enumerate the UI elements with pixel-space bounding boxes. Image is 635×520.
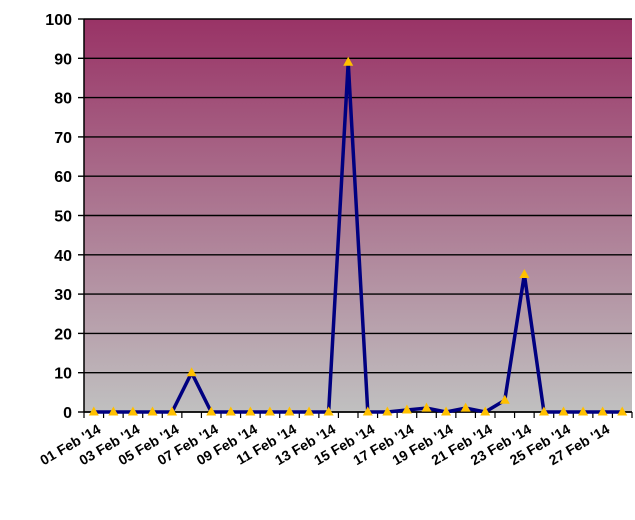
data-point-marker xyxy=(441,406,452,416)
data-point-marker xyxy=(225,406,236,416)
y-axis-tick-labels: 0 10 20 30 40 50 60 70 80 90 100 xyxy=(45,12,72,422)
data-point-marker xyxy=(382,406,393,416)
series xyxy=(88,56,628,416)
data-point-marker xyxy=(245,406,256,416)
data-point-marker xyxy=(362,406,373,416)
data-point-marker xyxy=(108,406,119,416)
y-tick-label: 40 xyxy=(54,248,72,265)
y-tick-label: 30 xyxy=(54,287,72,304)
data-point-marker xyxy=(186,367,197,377)
data-point-marker xyxy=(460,402,471,412)
data-point-marker xyxy=(284,406,295,416)
data-point-marker xyxy=(578,406,589,416)
data-point-marker xyxy=(480,406,491,416)
y-tick-label: 90 xyxy=(54,51,72,68)
data-point-marker xyxy=(519,268,530,278)
data-point-marker xyxy=(558,406,569,416)
data-point-marker xyxy=(401,404,412,414)
data-point-marker xyxy=(264,406,275,416)
data-point-marker xyxy=(597,406,608,416)
y-tick-label: 0 xyxy=(63,405,72,422)
data-point-marker xyxy=(421,402,432,412)
axes xyxy=(83,19,633,418)
data-point-marker xyxy=(127,406,138,416)
y-tick-label: 50 xyxy=(54,209,72,226)
y-tick-label: 80 xyxy=(54,91,72,108)
y-tick-label: 100 xyxy=(45,12,72,29)
data-point-marker xyxy=(323,406,334,416)
data-point-marker xyxy=(617,406,628,416)
data-point-marker xyxy=(88,406,99,416)
data-point-marker xyxy=(343,56,354,66)
data-point-marker xyxy=(304,406,315,416)
data-point-marker xyxy=(499,394,510,404)
series-line xyxy=(93,60,623,414)
y-tick-label: 60 xyxy=(54,169,72,186)
data-point-marker xyxy=(206,406,217,416)
data-point-marker xyxy=(147,406,158,416)
data-point-marker xyxy=(538,406,549,416)
y-tick-label: 20 xyxy=(54,326,72,343)
data-point-marker xyxy=(167,406,178,416)
y-tick-label: 70 xyxy=(54,130,72,147)
y-tick-label: 10 xyxy=(54,366,72,383)
